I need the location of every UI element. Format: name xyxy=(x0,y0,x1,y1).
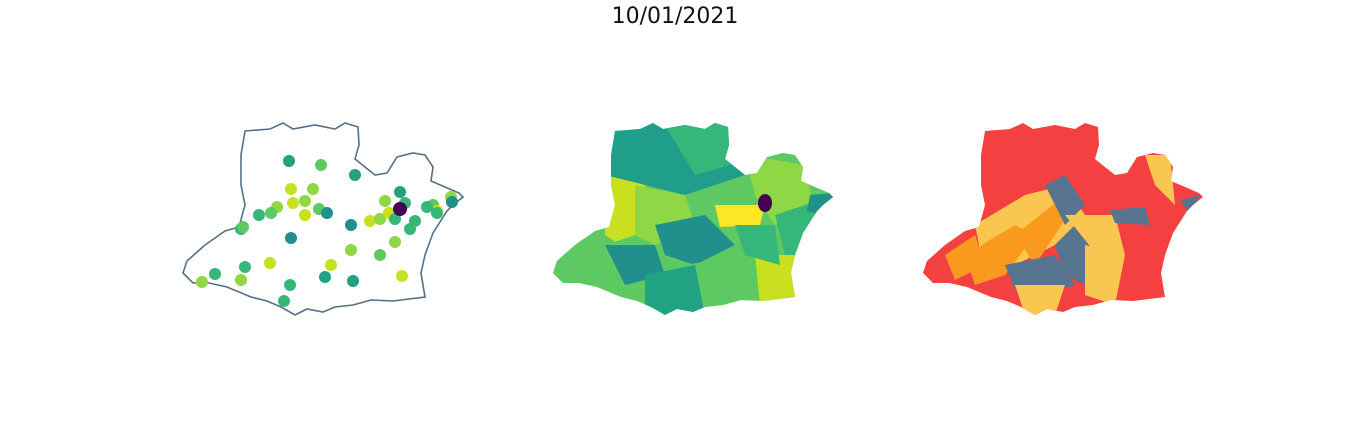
region xyxy=(1110,207,1150,225)
point-marker xyxy=(347,275,359,287)
point-marker xyxy=(374,249,386,261)
region xyxy=(755,255,795,305)
point-markers xyxy=(196,155,458,307)
region xyxy=(1145,155,1175,205)
region xyxy=(655,215,735,265)
point-marker xyxy=(253,209,265,221)
state-outline xyxy=(182,122,465,316)
point-marker xyxy=(307,183,319,195)
point-marker xyxy=(431,207,443,219)
region xyxy=(807,193,833,215)
point-marker xyxy=(196,276,208,288)
point-marker xyxy=(284,279,296,291)
region-capital xyxy=(758,194,772,212)
point-marker xyxy=(393,202,407,216)
region xyxy=(1085,245,1125,305)
point-marker xyxy=(239,261,251,273)
point-marker xyxy=(285,232,297,244)
region xyxy=(945,235,985,280)
category-map xyxy=(923,123,1203,315)
region xyxy=(685,255,755,315)
point-marker xyxy=(315,159,327,171)
region xyxy=(965,225,1035,285)
point-marker xyxy=(345,244,357,256)
region xyxy=(1180,195,1200,215)
point-marker xyxy=(237,221,249,233)
point-marker xyxy=(264,257,276,269)
region xyxy=(1015,285,1065,315)
point-marker xyxy=(409,215,421,227)
point-marker xyxy=(389,213,401,225)
point-marker xyxy=(283,155,295,167)
region xyxy=(1045,175,1085,225)
point-marker xyxy=(379,195,391,207)
point-marker xyxy=(299,195,311,207)
figure-title: 10/01/2021 xyxy=(611,4,739,29)
point-marker xyxy=(349,169,361,181)
point-marker xyxy=(421,201,433,213)
point-map xyxy=(182,122,465,316)
region xyxy=(665,123,735,175)
point-marker xyxy=(389,236,401,248)
choropleth-map xyxy=(553,123,833,315)
point-marker xyxy=(394,186,406,198)
point-marker xyxy=(374,213,386,225)
region xyxy=(645,265,705,315)
point-marker xyxy=(287,197,299,209)
point-marker xyxy=(265,207,277,219)
region xyxy=(715,205,765,227)
point-marker xyxy=(396,270,408,282)
point-marker xyxy=(345,219,357,231)
point-marker xyxy=(446,196,458,208)
point-marker xyxy=(278,295,290,307)
point-marker xyxy=(319,271,331,283)
region xyxy=(735,225,780,265)
point-marker xyxy=(235,274,247,286)
point-marker xyxy=(321,207,333,219)
point-marker xyxy=(364,215,376,227)
point-marker xyxy=(209,268,221,280)
point-marker xyxy=(285,183,297,195)
point-marker xyxy=(325,259,337,271)
point-marker xyxy=(299,209,311,221)
